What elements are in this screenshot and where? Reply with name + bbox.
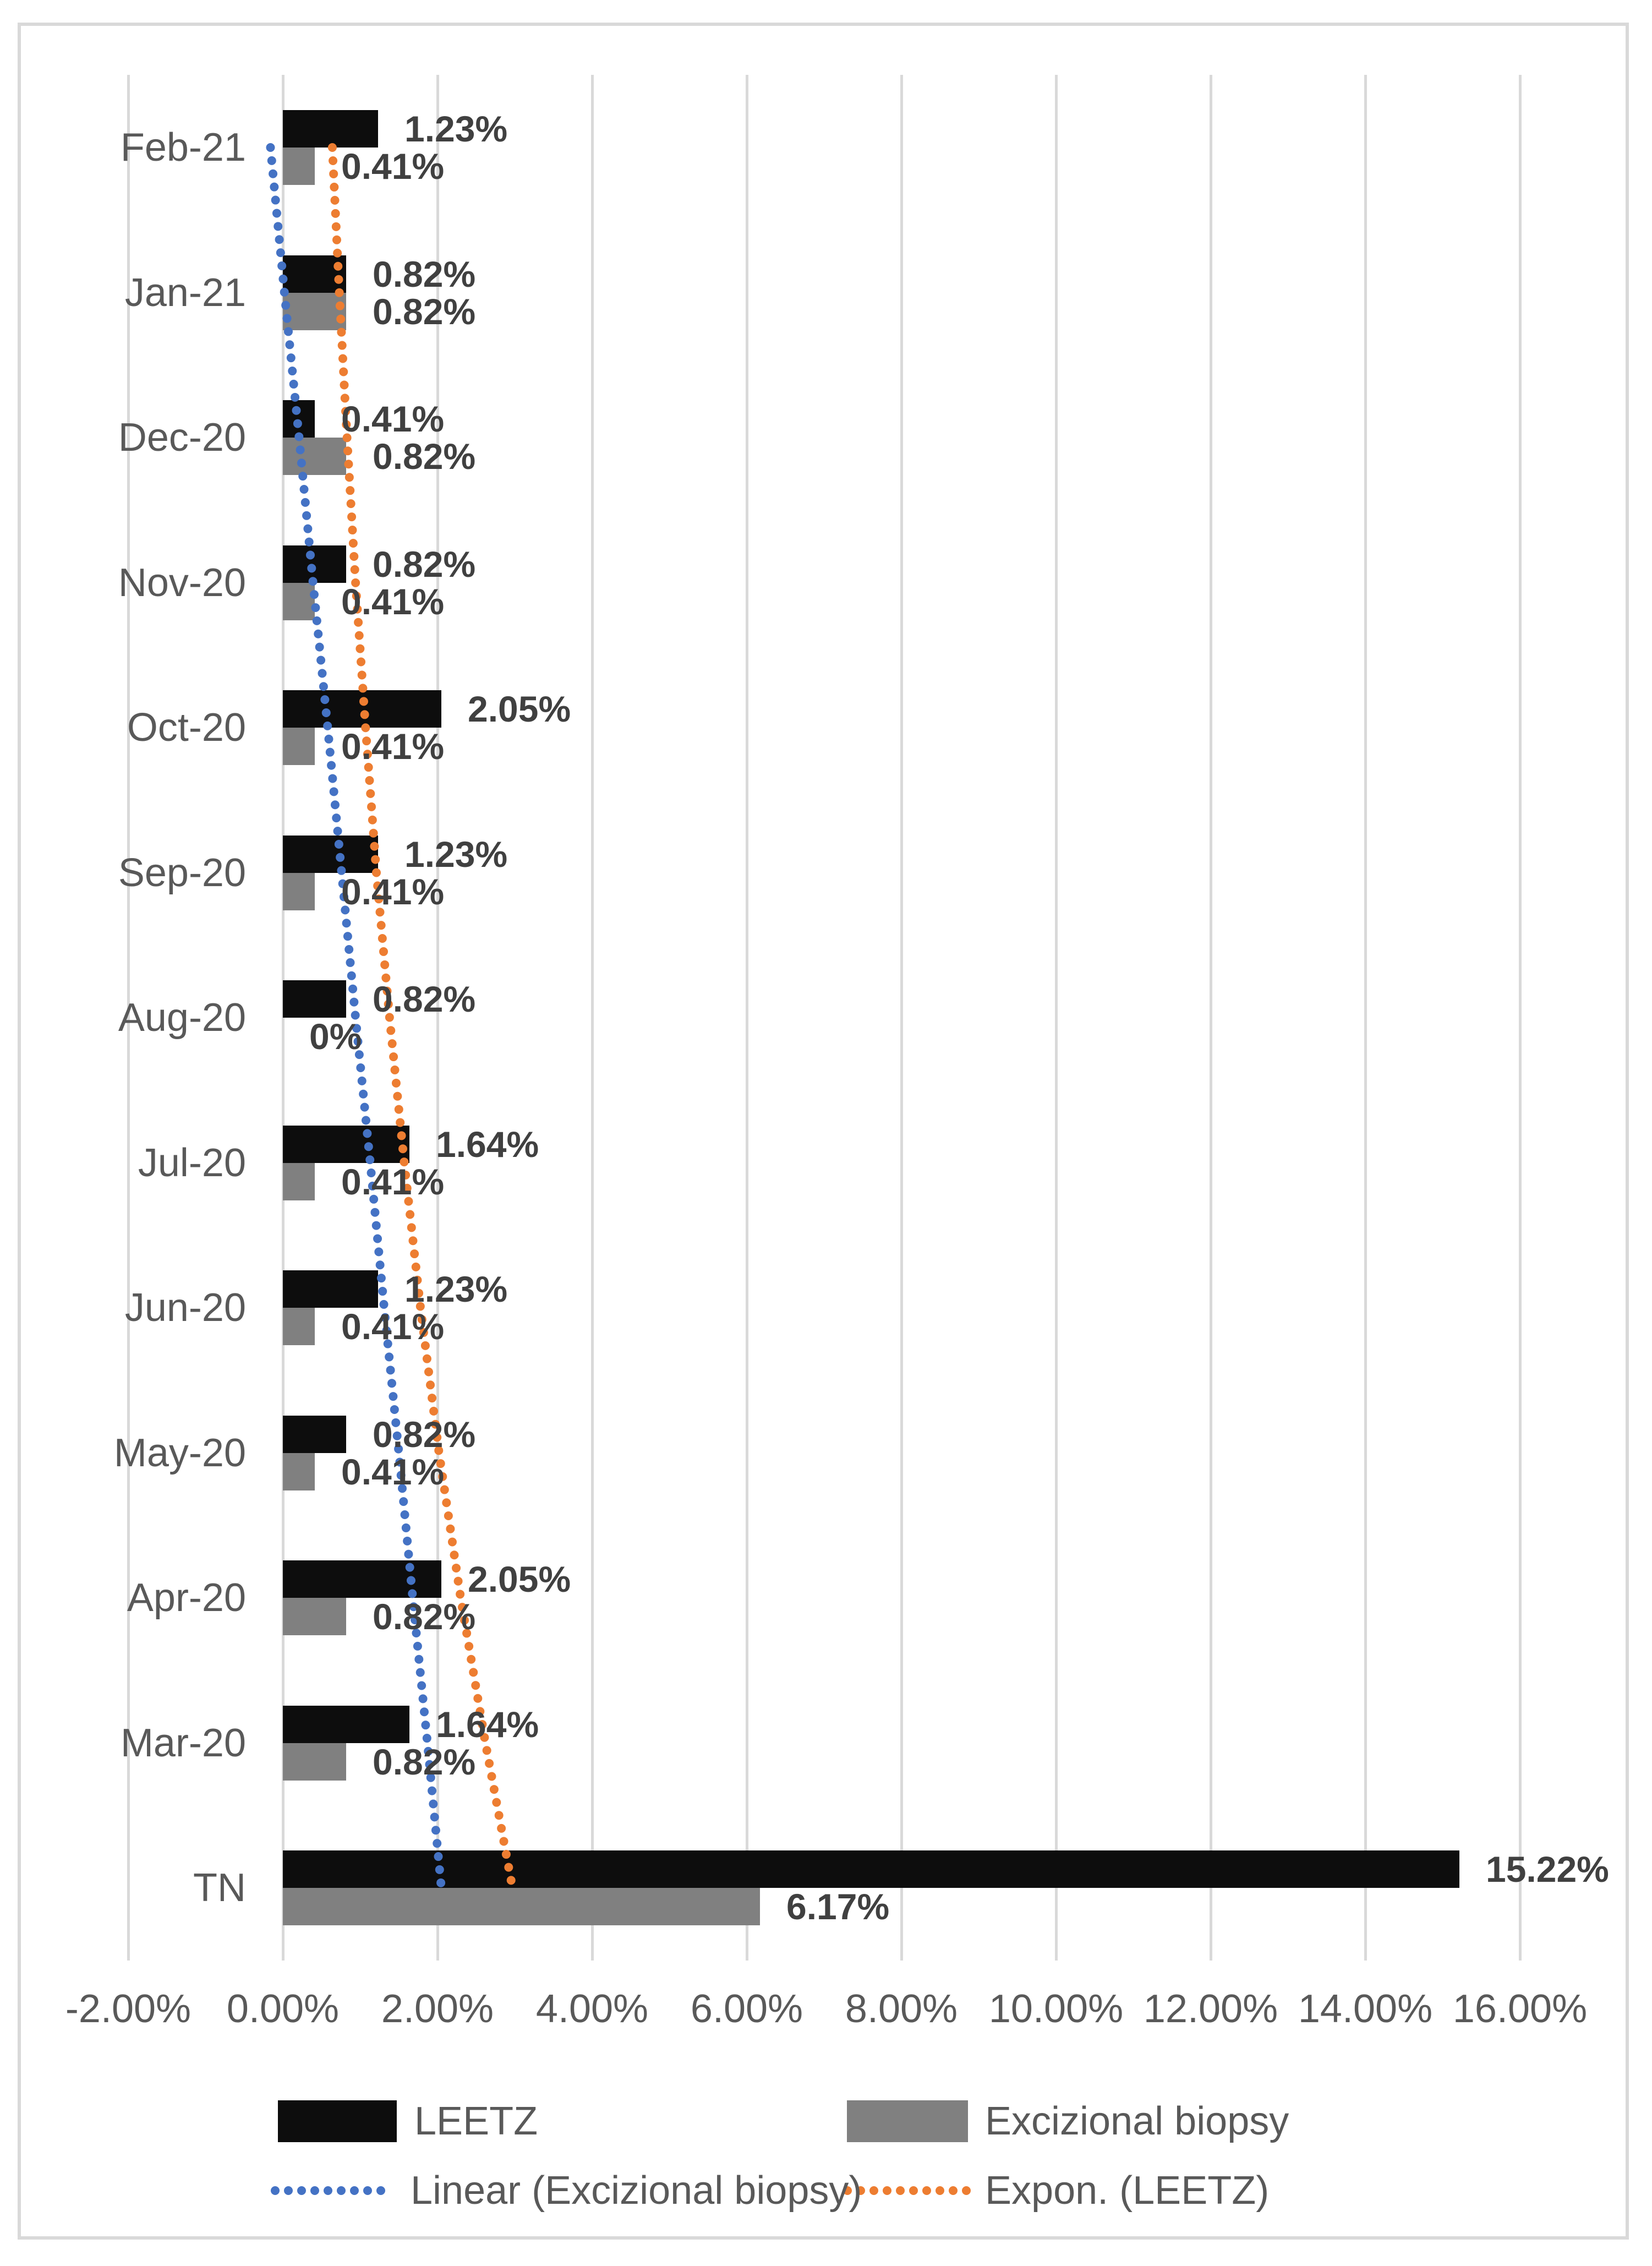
data-label-leetz-jan-21: 0.82%: [373, 253, 476, 294]
x-axis-tick-label-14.00%: 14.00%: [1298, 1987, 1433, 2031]
data-label-leetz-jun-20: 1.23%: [404, 1269, 508, 1309]
data-label-leetz-tn: 15.22%: [1486, 1849, 1609, 1890]
gridline-14.00%: [1364, 75, 1367, 1961]
legend-swatch-leetz: [278, 2100, 397, 2142]
category-label-nov-20: Nov-20: [118, 560, 246, 605]
category-label-oct-20: Oct-20: [127, 706, 246, 750]
bar-excizional-biopsy-apr-20: [283, 1598, 346, 1635]
x-axis-tick-label-6.00%: 6.00%: [690, 1987, 803, 2031]
legend-label-excizional-biopsy: Excizional biopsy: [985, 2099, 1289, 2143]
gridline-0.00%: [282, 75, 285, 1961]
data-label-excizional-biopsy-dec-20: 0.82%: [373, 436, 476, 477]
bar-excizional-biopsy-may-20: [283, 1453, 315, 1490]
category-label-dec-20: Dec-20: [118, 416, 246, 460]
data-label-excizional-biopsy-may-20: 0.41%: [341, 1451, 445, 1492]
legend-label-leetz: LEETZ: [414, 2099, 538, 2143]
bar-excizional-biopsy-nov-20: [283, 582, 315, 620]
gridline-12.00%: [1210, 75, 1212, 1961]
bar-excizional-biopsy-feb-21: [283, 148, 315, 185]
data-label-leetz-mar-20: 1.64%: [436, 1703, 539, 1745]
data-label-leetz-feb-21: 1.23%: [404, 108, 508, 149]
data-label-excizional-biopsy-aug-20: 0%: [309, 1016, 362, 1057]
data-label-leetz-aug-20: 0.82%: [373, 979, 476, 1019]
bar-leetz-nov-20: [283, 545, 346, 583]
data-label-excizional-biopsy-jan-21: 0.82%: [373, 291, 476, 332]
legend-label-expon-leetz: Expon. (LEETZ): [985, 2169, 1270, 2213]
bar-excizional-biopsy-jan-21: [283, 292, 346, 330]
data-label-leetz-sep-20: 1.23%: [404, 833, 508, 875]
gridline-8.00%: [900, 75, 903, 1961]
data-label-leetz-dec-20: 0.41%: [341, 398, 445, 439]
gridline-4.00%: [591, 75, 594, 1961]
legend-swatch-excizional-biopsy: [847, 2100, 968, 2142]
data-label-excizional-biopsy-sep-20: 0.41%: [341, 871, 445, 912]
category-label-aug-20: Aug-20: [118, 996, 246, 1040]
x-axis-tick-label-8.00%: 8.00%: [845, 1987, 958, 2031]
bar-leetz-jan-21: [283, 255, 346, 293]
data-label-excizional-biopsy-tn: 6.17%: [786, 1886, 890, 1927]
gridline-6.00%: [746, 75, 748, 1961]
x-axis-tick-label--2.00%: -2.00%: [65, 1987, 192, 2031]
bar-excizional-biopsy-jun-20: [283, 1308, 315, 1345]
data-label-excizional-biopsy-jul-20: 0.41%: [341, 1161, 445, 1202]
bar-leetz-dec-20: [283, 400, 315, 438]
gridline-10.00%: [1055, 75, 1058, 1961]
category-label-jun-20: Jun-20: [124, 1286, 246, 1330]
category-label-may-20: May-20: [113, 1430, 246, 1475]
category-label-mar-20: Mar-20: [120, 1721, 246, 1765]
x-axis-tick-label-4.00%: 4.00%: [535, 1987, 649, 2031]
data-label-leetz-jul-20: 1.64%: [436, 1123, 539, 1165]
gridline--2.00%: [127, 75, 130, 1961]
x-axis-tick-label-12.00%: 12.00%: [1143, 1987, 1278, 2031]
bar-excizional-biopsy-dec-20: [283, 438, 346, 475]
bar-excizional-biopsy-mar-20: [283, 1743, 346, 1781]
data-label-excizional-biopsy-mar-20: 0.82%: [373, 1741, 476, 1782]
data-label-excizional-biopsy-jun-20: 0.41%: [341, 1306, 445, 1347]
data-label-excizional-biopsy-nov-20: 0.41%: [341, 581, 445, 622]
x-axis-tick-label-16.00%: 16.00%: [1452, 1987, 1588, 2031]
data-label-leetz-apr-20: 2.05%: [468, 1559, 571, 1599]
category-label-feb-21: Feb-21: [120, 125, 246, 170]
data-label-excizional-biopsy-oct-20: 0.41%: [341, 726, 445, 767]
data-label-excizional-biopsy-feb-21: 0.41%: [341, 146, 445, 187]
bar-excizional-biopsy-oct-20: [283, 728, 315, 765]
category-label-jan-21: Jan-21: [124, 270, 246, 315]
gridline-16.00%: [1519, 75, 1522, 1961]
bar-excizional-biopsy-tn: [283, 1888, 760, 1925]
data-label-leetz-oct-20: 2.05%: [468, 689, 571, 729]
category-label-sep-20: Sep-20: [118, 850, 246, 895]
data-label-leetz-nov-20: 0.82%: [373, 543, 476, 585]
legend-label-linear-excizional-biopsy: Linear (Excizional biopsy): [411, 2169, 862, 2213]
x-axis-tick-label-2.00%: 2.00%: [381, 1987, 494, 2031]
data-label-excizional-biopsy-apr-20: 0.82%: [373, 1596, 476, 1637]
data-label-leetz-may-20: 0.82%: [373, 1413, 476, 1455]
category-label-jul-20: Jul-20: [138, 1140, 246, 1185]
bar-excizional-biopsy-jul-20: [283, 1162, 315, 1200]
category-label-tn: TN: [193, 1866, 246, 1910]
category-label-apr-20: Apr-20: [127, 1576, 246, 1620]
bar-excizional-biopsy-sep-20: [283, 872, 315, 910]
x-axis-tick-label-0.00%: 0.00%: [226, 1987, 340, 2031]
bar-leetz-feb-21: [283, 110, 378, 148]
x-axis-tick-label-10.00%: 10.00%: [988, 1987, 1124, 2031]
bar-leetz-may-20: [283, 1415, 346, 1453]
